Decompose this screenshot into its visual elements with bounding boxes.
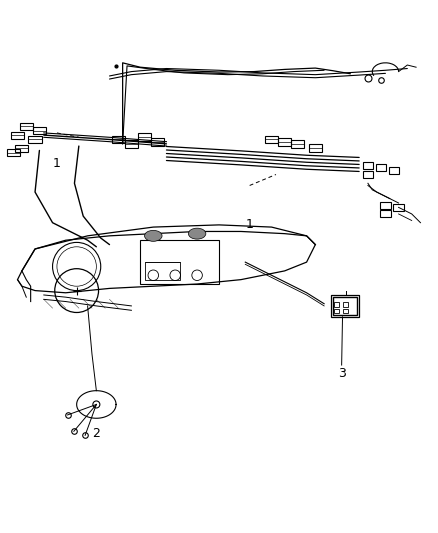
Bar [380,201,391,209]
Bar [125,140,138,148]
Circle shape [93,401,100,408]
Bar [376,165,386,172]
Bar [151,138,164,146]
Bar [7,149,20,156]
Bar [15,145,28,152]
Bar [334,302,339,307]
Bar [20,123,33,130]
Bar [343,309,348,313]
Ellipse shape [188,228,206,239]
Text: 2: 2 [92,427,100,440]
Bar [145,262,180,280]
Bar [278,138,291,146]
Bar [334,309,339,313]
Bar [265,135,278,143]
Text: 3: 3 [338,367,346,381]
Ellipse shape [145,230,162,241]
Bar [333,297,357,314]
Bar [363,171,373,178]
Bar [291,140,304,148]
Bar [33,127,46,134]
Bar [138,133,151,141]
Text: 1: 1 [246,219,254,231]
Bar [28,136,42,143]
Bar [309,144,322,152]
Bar [140,240,219,284]
Bar [393,204,404,211]
Bar [11,132,24,139]
Bar [343,302,348,307]
Bar [331,295,359,317]
Text: 1: 1 [53,157,61,170]
Bar [389,167,399,174]
Bar [112,135,125,143]
Bar [363,162,373,169]
Bar [380,211,391,217]
